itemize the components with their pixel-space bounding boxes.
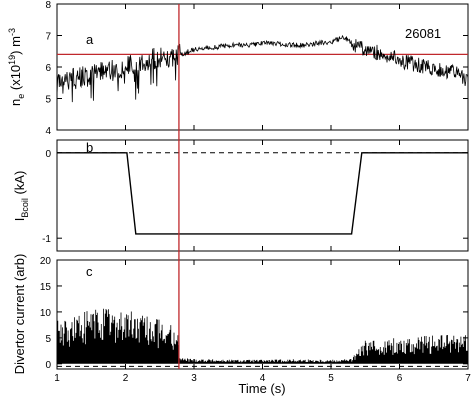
y-axis-title-a: ne (x1019) m-3 bbox=[7, 28, 26, 106]
y-tick-label-c-1: 5 bbox=[45, 334, 51, 345]
trace-c bbox=[56, 308, 469, 364]
x-tick-label-4: 5 bbox=[328, 373, 334, 384]
x-tick-label-1: 2 bbox=[123, 373, 129, 384]
trace-b bbox=[57, 152, 468, 235]
y-tick-label-b-1: -1 bbox=[42, 234, 51, 245]
y-tick-label-a-1: 5 bbox=[45, 95, 51, 106]
ticks-layer: 4 5 6 7 8 0 -1 0 5 10 15 20 1 2 3 4 5 6 7 bbox=[40, 0, 471, 384]
x-axis-title: Time (s) bbox=[238, 381, 285, 396]
y-axis-title-b: IBcoil (kA) bbox=[12, 171, 30, 222]
x-tick-label-6: 7 bbox=[465, 373, 471, 384]
shot-number-label: 26081 bbox=[405, 26, 441, 41]
y-tick-label-a-0: 4 bbox=[45, 126, 51, 137]
panel-label-c: c bbox=[86, 264, 93, 279]
reference-lines bbox=[57, 53, 468, 367]
y-tick-label-c-3: 15 bbox=[40, 282, 52, 293]
y-tick-label-a-4: 8 bbox=[45, 0, 51, 11]
y-tick-label-b-0: 0 bbox=[45, 149, 51, 160]
data-traces bbox=[56, 34, 469, 364]
y-tick-label-c-2: 10 bbox=[40, 308, 52, 319]
y-tick-label-a-2: 6 bbox=[45, 63, 51, 74]
y-tick-label-c-4: 20 bbox=[40, 256, 52, 267]
y-tick-label-a-3: 7 bbox=[45, 32, 51, 43]
trace-a bbox=[56, 34, 469, 103]
panel-label-a: a bbox=[86, 32, 94, 47]
panel-label-b: b bbox=[86, 140, 93, 155]
y-tick-label-c-0: 0 bbox=[45, 360, 51, 371]
x-tick-label-5: 6 bbox=[397, 373, 403, 384]
y-axis-title-c: Divertor current (arb) bbox=[12, 254, 27, 375]
panel-a-frame bbox=[56, 3, 469, 131]
x-tick-label-3: 4 bbox=[260, 373, 266, 384]
x-tick-label-2: 3 bbox=[191, 373, 197, 384]
x-tick-label-0: 1 bbox=[54, 373, 60, 384]
